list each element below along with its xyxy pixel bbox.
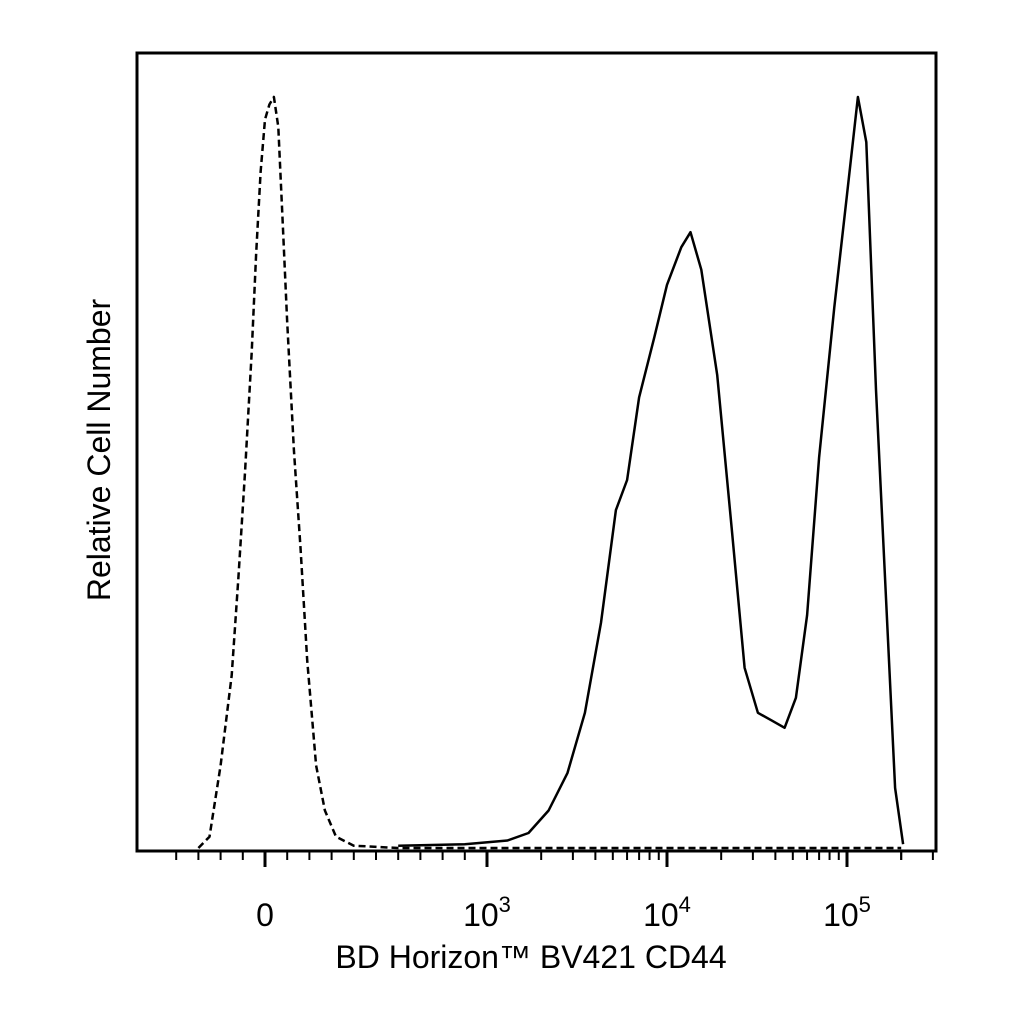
series-line-dashed (197, 95, 902, 850)
plot-frame (135, 51, 938, 853)
x-tick-exponent: 5 (859, 892, 871, 917)
x-tick-label: 105 (823, 892, 871, 933)
x-tick-exponent: 3 (499, 892, 511, 917)
x-tick-label: 104 (643, 892, 691, 933)
y-axis-label: Relative Cell Number (81, 298, 117, 601)
x-axis-label: BD Horizon™ BV421 CD44 (335, 939, 726, 975)
x-tick-labels: 0 103 104 105 (256, 892, 871, 933)
series-layer (197, 95, 905, 850)
x-axis-ticks (175, 851, 934, 867)
x-tick-label: 103 (463, 892, 511, 933)
series-line-solid (398, 95, 905, 847)
x-tick-exponent: 4 (679, 892, 691, 917)
x-tick-label: 0 (256, 897, 274, 933)
